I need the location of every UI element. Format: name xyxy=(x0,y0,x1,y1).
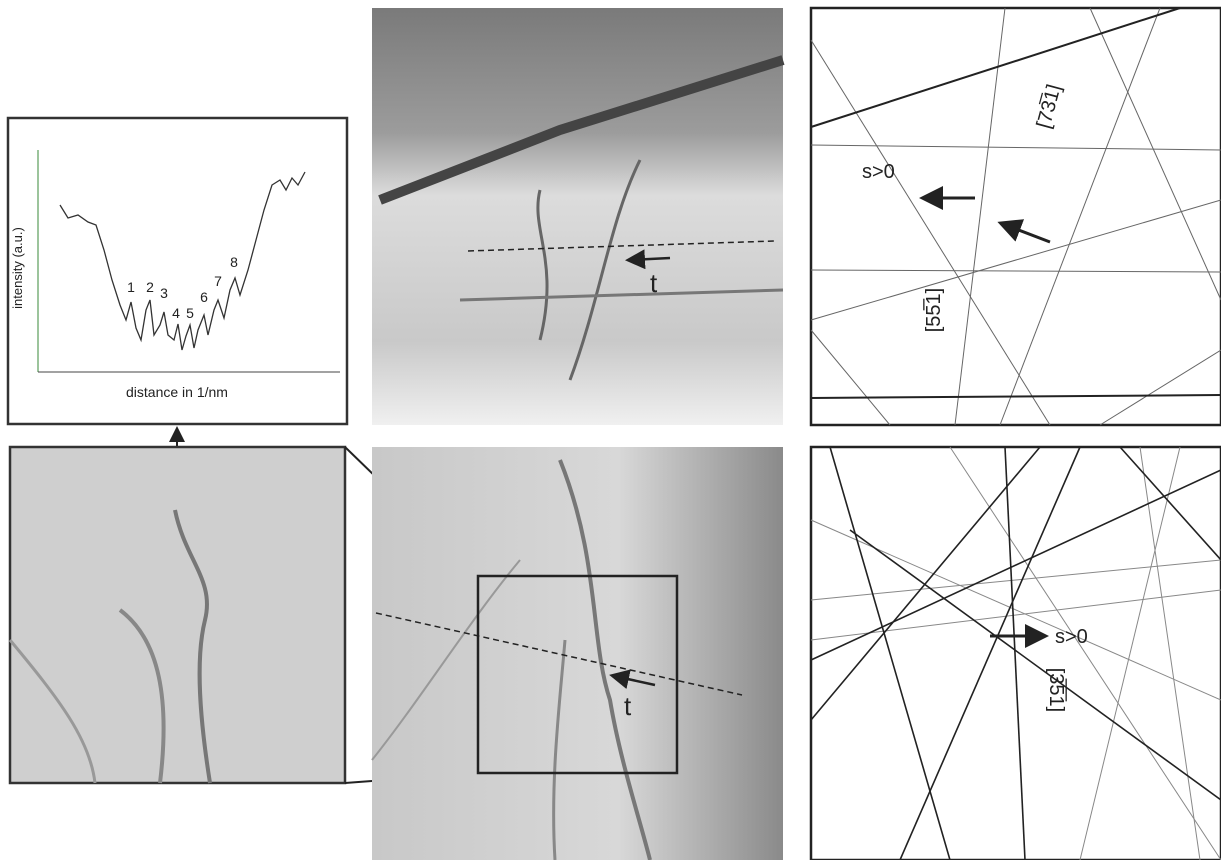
top-line-diagram: s>0 [73̅1] [55̅1] xyxy=(811,8,1221,425)
deviation-label: s>0 xyxy=(862,161,895,183)
bottom-micrograph: t xyxy=(372,447,783,860)
peak-label: 3 xyxy=(160,285,168,301)
direction-label: t xyxy=(650,268,658,298)
peak-label: 4 xyxy=(172,305,180,321)
y-axis-label: intensity (a.u.) xyxy=(10,227,25,309)
peak-label: 5 xyxy=(186,305,194,321)
zoom-micrograph xyxy=(10,447,345,783)
peak-label: 7 xyxy=(214,273,222,289)
peak-label: 6 xyxy=(200,289,208,305)
top-micrograph: t xyxy=(372,8,783,425)
direction-index: [3̅5̅1] xyxy=(1045,668,1068,712)
x-axis-label: distance in 1/nm xyxy=(126,384,228,400)
direction-index: [55̅1] xyxy=(922,288,945,332)
peak-label: 8 xyxy=(230,254,238,270)
figure: intensity (a.u.) distance in 1/nm 123456… xyxy=(0,0,1221,860)
deviation-label: s>0 xyxy=(1055,626,1088,648)
direction-label: t xyxy=(624,691,632,721)
bottom-line-diagram: s>0 [3̅5̅1] xyxy=(811,447,1221,860)
peak-label: 2 xyxy=(146,279,154,295)
peak-label: 1 xyxy=(127,279,135,295)
